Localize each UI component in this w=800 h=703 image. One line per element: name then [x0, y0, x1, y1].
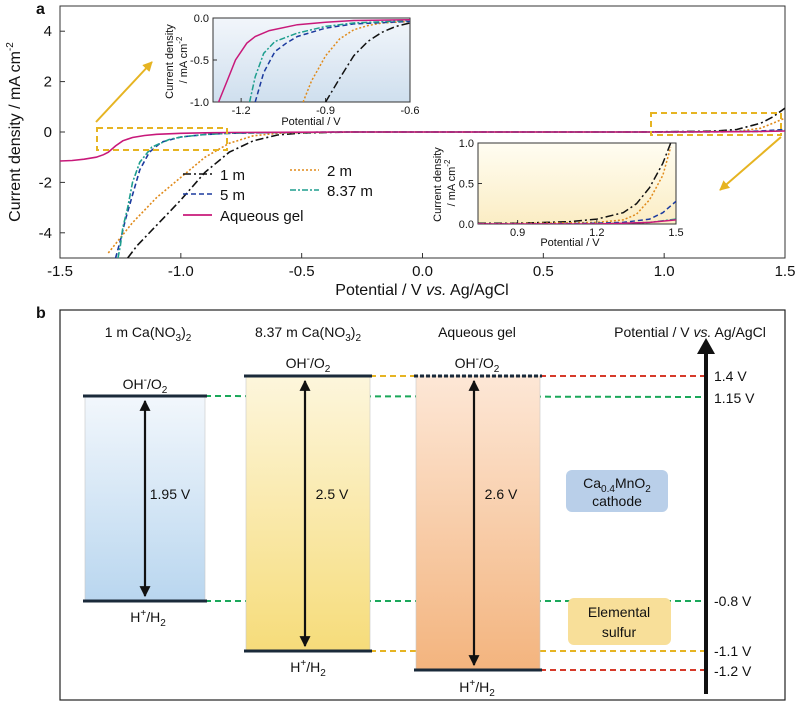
- inset-left-x-tick-label: -1.2: [232, 105, 251, 117]
- h-label-1m: H+/H2: [130, 608, 166, 629]
- legend-label-1m: 1 m: [220, 167, 245, 184]
- legend-label-837m: 8.37 m: [327, 183, 373, 200]
- panel-a-label: a: [36, 1, 45, 18]
- potential-value-1-4: 1.4 V: [714, 368, 747, 384]
- inset-right-y-tick-label: 0.5: [459, 179, 474, 191]
- x-tick-label: 1.0: [654, 263, 675, 280]
- legend-label-gel: Aqueous gel: [220, 208, 303, 225]
- inset-left-x-label: Potential / V: [281, 116, 341, 128]
- inset-right: 0.9 1.2 1.5 1.0 0.5 0.0 Current density / mA …: [432, 138, 684, 249]
- potential-value-1-15: 1.15 V: [714, 390, 755, 406]
- potential-axis-arrowhead: [697, 338, 715, 354]
- inset-right-x-tick-label: 0.9: [510, 227, 525, 239]
- inset-right-y-tick-label: 0.0: [459, 219, 474, 231]
- zoom-arrow-left: [95, 61, 153, 123]
- inset-left-x-tick-label: -0.9: [316, 105, 335, 117]
- inset-right-x-tick-label: 1.2: [589, 227, 604, 239]
- highlight-box-left: [96, 127, 228, 151]
- cathode-label-line2: cathode: [592, 493, 642, 509]
- window-value-1m: 1.95 V: [150, 486, 191, 502]
- inset-right-series-2-m: [478, 146, 672, 224]
- inset-left-series-2-m: [302, 20, 410, 102]
- oh-label-837m: OH-/O2: [286, 354, 331, 375]
- x-tick-label: -1.0: [168, 263, 194, 280]
- anode-label-line1: Elemental: [588, 604, 650, 620]
- main-series-aqueous-gel: [60, 130, 785, 162]
- h-label-837m: H+/H2: [290, 658, 326, 679]
- potential-value-neg-1-1: -1.1 V: [714, 643, 752, 659]
- x-tick-label: 0.0: [412, 263, 433, 280]
- cathode-label-line1: Ca0.4MnO2: [583, 475, 651, 495]
- x-axis-label: Potential / V vs. Ag/AgCl: [335, 282, 508, 299]
- inset-left-y-label: Current density / mA cm-2: [164, 21, 190, 99]
- legend-label-2m: 2 m: [327, 163, 352, 180]
- inset-left-series-1-m: [324, 22, 410, 102]
- y-tick-label: 0: [44, 124, 52, 141]
- y-tick-label: 4: [44, 23, 52, 40]
- inset-left-series-5-m: [254, 20, 410, 102]
- inset-left-series-8-37-m: [248, 19, 410, 102]
- main-plot: -1.5 -1.0 -0.5 0.0 0.5 1.0 1.5 -4 -2 0 2 4: [39, 5, 796, 280]
- highlight-box-right: [650, 112, 782, 136]
- x-tick-label: 1.5: [775, 263, 796, 280]
- potential-value-neg-0-8: -0.8 V: [714, 593, 752, 609]
- y-tick-label: 2: [44, 74, 52, 91]
- col1-title: 1 m Ca(NO3)2: [105, 324, 192, 344]
- zoom-arrow-right: [719, 136, 782, 191]
- window-bar-837m: [245, 375, 371, 652]
- inset-left-series-aqueous-gel: [217, 18, 410, 102]
- cathode-box: [566, 470, 668, 512]
- inset-right-frame: [477, 142, 677, 225]
- legend: 1 m 2 m 5 m 8.37 m Aqueous gel: [183, 163, 373, 225]
- legend-label-5m: 5 m: [220, 187, 245, 204]
- window-value-837m: 2.5 V: [316, 486, 349, 502]
- potential-value-neg-1-2: -1.2 V: [714, 663, 752, 679]
- y-tick-label: -4: [39, 225, 52, 242]
- inset-right-series-1-m: [478, 143, 672, 224]
- inset-right-y-tick-label: 1.0: [459, 138, 474, 150]
- inset-right-x-tick-label: 1.5: [668, 227, 683, 239]
- inset-left-frame: [212, 17, 411, 103]
- oh-label-gel: OH-/O2: [455, 354, 500, 375]
- x-tick-label: 0.5: [533, 263, 554, 280]
- window-value-gel: 2.6 V: [485, 486, 518, 502]
- x-tick-label: -0.5: [289, 263, 315, 280]
- inset-left-y-tick-label: -1.0: [190, 97, 209, 109]
- panel-b-frame: [59, 309, 786, 701]
- inset-right-y-label: Current density / mA cm-2: [432, 144, 458, 222]
- y-axis-label: Current density / mA cm-2: [5, 42, 24, 222]
- window-bar-gel: [415, 375, 541, 671]
- h-label-gel: H+/H2: [459, 678, 495, 699]
- col3-title: Aqueous gel: [438, 324, 516, 340]
- inset-right-series-aqueous-gel: [478, 219, 676, 224]
- inset-left: -1.2 -0.9 -0.6 0.0 -0.5 -1.0 Current density …: [164, 13, 419, 128]
- potential-axis-title: Potential / V vs. Ag/AgCl: [614, 324, 766, 340]
- y-tick-label: -2: [39, 174, 52, 191]
- inset-left-y-tick-label: 0.0: [194, 13, 209, 25]
- oh-label-1m: OH-/O2: [123, 375, 168, 396]
- panel-b-label: b: [36, 305, 46, 322]
- inset-right-series-5-m: [478, 200, 676, 224]
- inset-right-x-label: Potential / V: [540, 237, 600, 249]
- anode-box: [568, 598, 671, 645]
- inset-left-x-tick-label: -0.6: [401, 105, 420, 117]
- col2-title: 8.37 m Ca(NO3)2: [255, 324, 361, 344]
- inset-left-y-tick-label: -0.5: [190, 55, 209, 67]
- x-tick-label: -1.5: [47, 263, 73, 280]
- anode-label-line2: sulfur: [602, 624, 637, 640]
